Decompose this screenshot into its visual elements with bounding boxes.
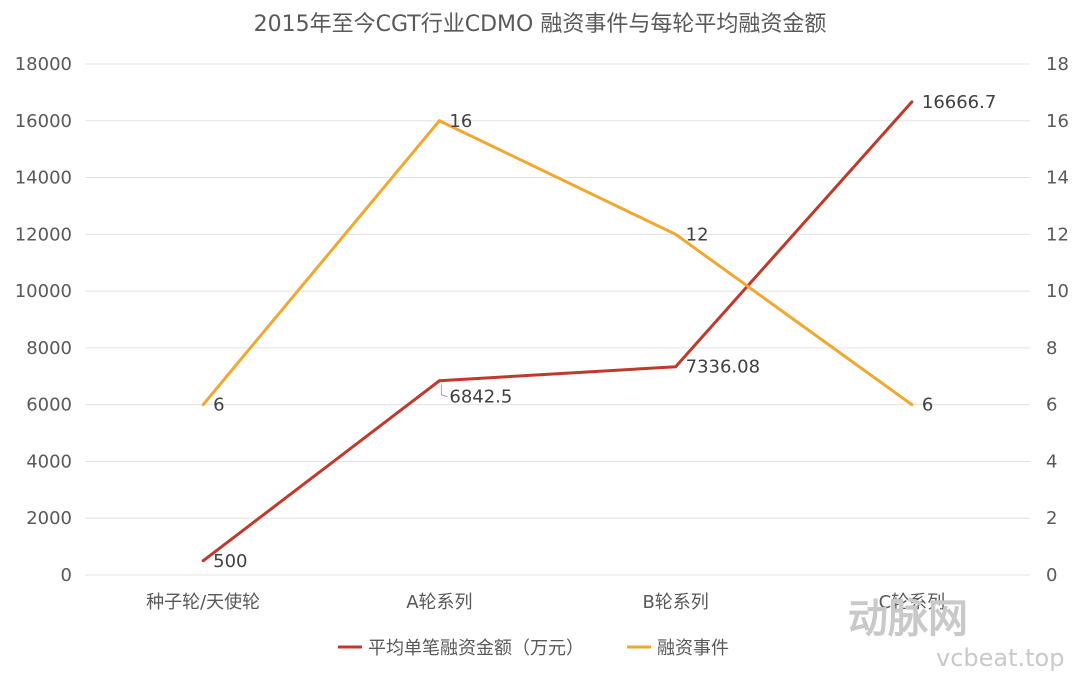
series-lines xyxy=(201,100,914,563)
series-line-0 xyxy=(202,100,913,562)
data-point xyxy=(674,365,678,369)
legend-label-events: 融资事件 xyxy=(657,638,729,659)
data-labels: 500 6842.5 7336.08 16666.7 6 16 12 6 xyxy=(213,92,996,572)
category-label: A轮系列 xyxy=(406,592,472,613)
data-label: 500 xyxy=(213,551,247,572)
legend-label-avg-amount: 平均单笔融资金额（万元） xyxy=(368,638,584,659)
data-label: 6842.5 xyxy=(449,387,512,408)
category-labels: 种子轮/天使轮 A轮系列 B轮系列 C轮系列 xyxy=(146,592,945,613)
left-tick-label: 14000 xyxy=(15,168,72,189)
right-tick-label: 2 xyxy=(1046,508,1057,529)
data-point xyxy=(201,403,205,407)
right-tick-label: 14 xyxy=(1046,168,1069,189)
left-tick-label: 12000 xyxy=(15,224,72,245)
category-label: B轮系列 xyxy=(642,592,708,613)
left-axis-ticks: 0 2000 4000 6000 8000 10000 12000 14000 16000 180… xyxy=(15,54,72,586)
right-tick-label: 8 xyxy=(1046,338,1057,359)
data-point xyxy=(437,119,441,123)
data-label: 12 xyxy=(686,224,709,245)
right-tick-label: 0 xyxy=(1046,565,1057,586)
series-line-1 xyxy=(201,119,913,406)
right-tick-label: 18 xyxy=(1046,54,1069,75)
left-tick-label: 6000 xyxy=(26,395,72,416)
data-point xyxy=(910,403,914,407)
left-tick-label: 2000 xyxy=(26,508,72,529)
data-point xyxy=(437,379,441,383)
watermark-site: vcbeat.top xyxy=(936,644,1064,672)
right-tick-label: 10 xyxy=(1046,281,1069,302)
right-tick-label: 16 xyxy=(1046,111,1069,132)
grid-lines xyxy=(85,63,1030,576)
watermark-brand: 动脉网 xyxy=(848,596,968,642)
leader-line xyxy=(440,384,448,398)
right-axis-ticks: 0 2 4 6 8 10 12 14 16 18 xyxy=(1046,54,1069,586)
left-tick-label: 8000 xyxy=(26,338,72,359)
data-label: 16666.7 xyxy=(922,92,996,113)
data-point xyxy=(674,232,678,236)
data-label: 7336.08 xyxy=(686,357,760,378)
left-tick-label: 16000 xyxy=(15,111,72,132)
left-tick-label: 4000 xyxy=(26,451,72,472)
category-label: C轮系列 xyxy=(879,592,946,613)
right-tick-label: 12 xyxy=(1046,224,1069,245)
left-tick-label: 0 xyxy=(61,565,72,586)
data-label: 6 xyxy=(922,395,933,416)
watermark: 动脉网 vcbeat.top xyxy=(848,596,1064,672)
data-point xyxy=(910,100,914,104)
left-tick-label: 10000 xyxy=(15,281,72,302)
right-tick-label: 6 xyxy=(1046,395,1057,416)
right-tick-label: 4 xyxy=(1046,451,1057,472)
left-tick-label: 18000 xyxy=(15,54,72,75)
data-label: 6 xyxy=(213,395,224,416)
chart-title: 2015年至今CGT行业CDMO 融资事件与每轮平均融资金额 xyxy=(254,12,827,37)
data-label: 16 xyxy=(449,111,472,132)
category-label: 种子轮/天使轮 xyxy=(146,592,260,613)
legend: 平均单笔融资金额（万元） 融资事件 xyxy=(338,638,729,659)
data-point xyxy=(201,559,205,563)
